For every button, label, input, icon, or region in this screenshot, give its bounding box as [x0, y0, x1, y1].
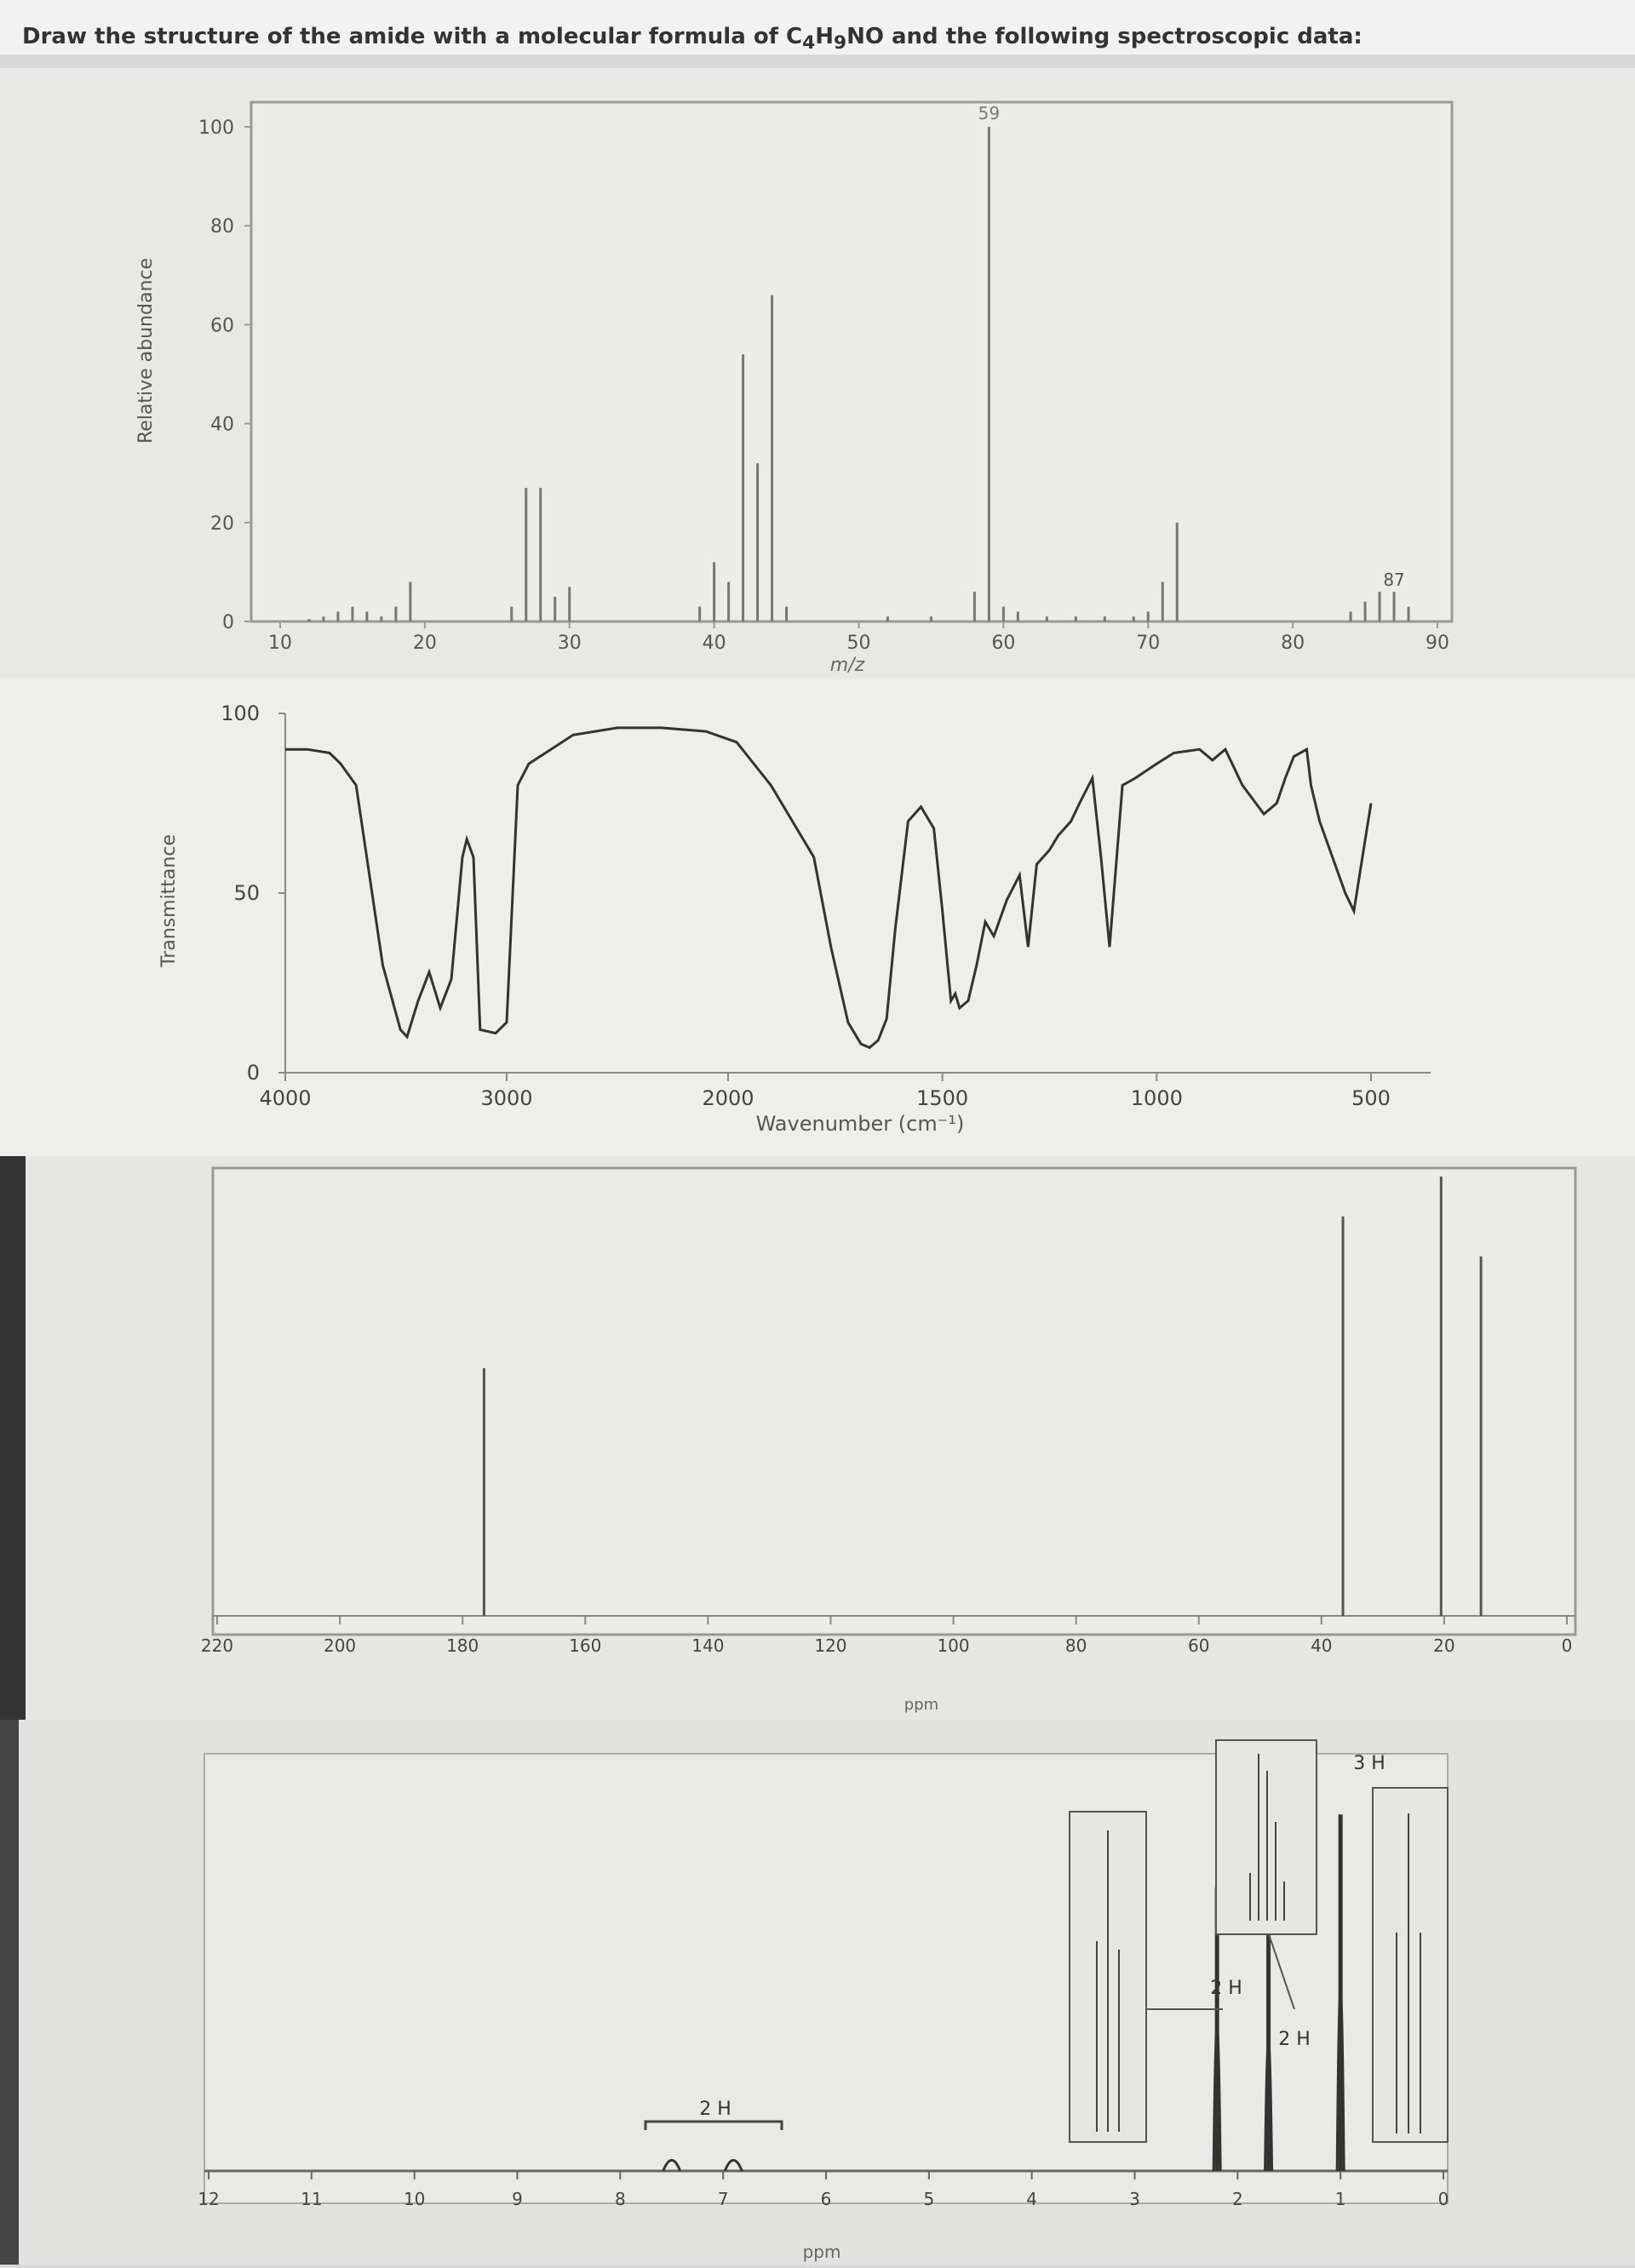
ir-xtick-2000: 2000 [702, 1086, 754, 1110]
ms-xtick-30: 30 [558, 633, 582, 654]
c13-xtick-140: 140 [691, 1635, 724, 1656]
ms-peak-label-87: 87 [1383, 570, 1404, 590]
c13-xtick-200: 200 [324, 1635, 356, 1656]
c13-xtick-180: 180 [446, 1635, 479, 1656]
ms-xtick-40: 40 [703, 633, 726, 654]
question-title: Draw the structure of the amide with a m… [22, 24, 1362, 54]
h1-inset-triplet-a [1069, 1811, 1223, 2143]
c13-xtick-220: 220 [201, 1635, 233, 1656]
ms-ytick-60: 60 [210, 315, 234, 336]
h1-integral-label-ch2-a: 2 H [1210, 1978, 1242, 1999]
h1-integration-bracket [644, 2120, 783, 2130]
ir-xtick-500: 500 [1351, 1086, 1391, 1110]
ir-xlabel: Wavenumber (cm⁻¹) [756, 1112, 965, 1136]
h1-peak-6.9 [723, 2158, 743, 2172]
ir-xtick-3000: 3000 [480, 1086, 532, 1110]
ms-xtick-50: 50 [846, 633, 870, 654]
h1-xtick-10: 10 [404, 2189, 425, 2209]
ir-xtick-1000: 1000 [1131, 1086, 1183, 1110]
c13-plot-frame [211, 1166, 1577, 1636]
h1-xtick-3: 3 [1129, 2189, 1140, 2209]
ir-ytick-100: 100 [221, 702, 260, 725]
h1-xtick-12: 12 [198, 2189, 219, 2209]
h1-xtick-7: 7 [718, 2189, 729, 2209]
c13-xtick-120: 120 [814, 1635, 846, 1656]
ir-spectrum-panel: Transmittance Wavenumber (cm⁻¹) 0 50 100 4… [0, 679, 1635, 1156]
h1-xtick-0: 0 [1438, 2189, 1449, 2209]
h1-inset-sextet [1215, 1739, 1317, 2010]
ms-xtick-20: 20 [413, 633, 437, 654]
ms-xtick-90: 90 [1426, 633, 1449, 654]
ms-ytick-0: 0 [222, 612, 234, 633]
header-band: Draw the structure of the amide with a m… [0, 0, 1635, 54]
h1-inset-triplet-ch3 [1372, 1787, 1449, 2143]
c13-nmr-chart: ppm 220 200 180 160 140 120 100 80 60 40 20 0 [0, 1156, 1577, 1720]
ir-spectrum-chart: Transmittance Wavenumber (cm⁻¹) 0 50 100 4… [158, 702, 1431, 1136]
h1-nmr-chart: ppm 12 11 10 9 8 7 6 5 4 3 2 1 0 2 H 2 H 2 H 3 H [0, 1720, 1449, 2265]
c13-xlabel: ppm [904, 1696, 938, 1714]
h1-xtick-5: 5 [923, 2189, 934, 2209]
h1-xtick-8: 8 [615, 2189, 626, 2209]
c13-xtick-60: 60 [1188, 1635, 1209, 1656]
mass-spectrum-panel: Relative abundance m/z 0 20 40 60 80 100 10 20… [0, 68, 1635, 679]
ms-ytick-100: 100 [198, 117, 234, 139]
h1-xtick-6: 6 [821, 2189, 832, 2209]
ms-xtick-70: 70 [1136, 633, 1160, 654]
h1-nmr-panel: ppm 12 11 10 9 8 7 6 5 4 3 2 1 0 2 H 2 H 2 H 3 H [0, 1720, 1635, 2265]
ms-ytick-40: 40 [210, 415, 234, 436]
ms-xtick-10: 10 [268, 633, 292, 654]
c13-xtick-0: 0 [1562, 1635, 1573, 1656]
h1-integral-label-ch3: 3 H [1353, 1753, 1385, 1774]
title-suffix: and the following spectroscopic data: [883, 24, 1362, 49]
ms-plot-frame [250, 100, 1454, 623]
ir-xtick-1500: 1500 [916, 1086, 968, 1110]
ir-xtick-4000: 4000 [259, 1086, 311, 1110]
h1-xtick-2: 2 [1232, 2189, 1243, 2209]
ms-peak-label-59: 59 [978, 103, 1000, 123]
ms-xtick-80: 80 [1281, 633, 1305, 654]
ms-ylabel: Relative abundance [135, 258, 157, 444]
ms-xlabel: m/z [830, 655, 865, 676]
h1-xtick-9: 9 [512, 2189, 523, 2209]
h1-peak-7.5 [662, 2158, 682, 2172]
c13-nmr-panel: ppm 220 200 180 160 140 120 100 80 60 40 20 0 [0, 1156, 1635, 1720]
ir-ytick-0: 0 [247, 1061, 260, 1085]
ir-ytick-50: 50 [233, 881, 260, 905]
c13-left-edge [0, 1156, 26, 1720]
h1-left-edge [0, 1720, 19, 2265]
ir-ylabel: Transmittance [158, 834, 180, 968]
ms-xtick-60: 60 [991, 633, 1015, 654]
h1-xtick-4: 4 [1026, 2189, 1037, 2209]
ir-transmittance-series [285, 726, 1373, 1050]
ms-ytick-20: 20 [210, 513, 234, 535]
c13-xtick-160: 160 [569, 1635, 601, 1656]
c13-xtick-20: 20 [1433, 1635, 1454, 1656]
h1-xlabel: ppm [803, 2242, 841, 2262]
ms-ytick-80: 80 [210, 216, 234, 238]
title-prefix: Draw the structure of the amide with a m… [22, 24, 787, 49]
h1-xtick-11: 11 [301, 2189, 322, 2209]
h1-integral-label-ch2-b: 2 H [1278, 2029, 1311, 2050]
mass-spectrum-chart: Relative abundance m/z 0 20 40 60 80 100 10 20… [135, 100, 1454, 676]
c13-xtick-40: 40 [1311, 1635, 1332, 1656]
c13-xtick-80: 80 [1065, 1635, 1087, 1656]
h1-integral-label-nh2: 2 H [699, 2099, 731, 2120]
molecular-formula: C4H9NO [786, 24, 884, 54]
h1-xtick-1: 1 [1335, 2189, 1346, 2209]
c13-xtick-100: 100 [937, 1635, 969, 1656]
